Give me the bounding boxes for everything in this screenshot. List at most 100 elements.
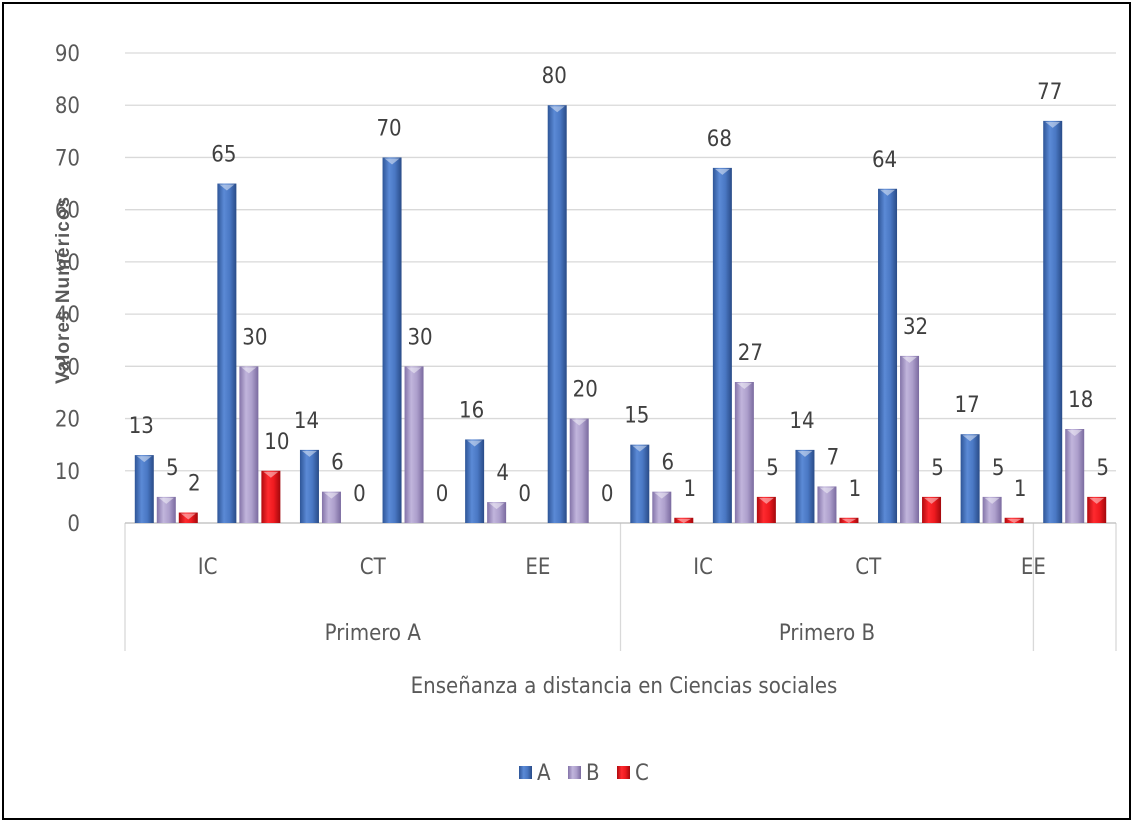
bar-cap: [1089, 497, 1105, 504]
bar-c: [261, 470, 281, 523]
bar-cap: [263, 471, 279, 478]
bar-cap: [180, 513, 196, 520]
x-axis-title: Enseñanza a distancia en Ciencias social…: [411, 674, 838, 699]
bar-cap: [158, 497, 174, 504]
data-label: 64: [872, 148, 897, 173]
data-label: 0: [353, 482, 366, 507]
bar-cap: [819, 487, 835, 494]
bar-cap: [676, 518, 692, 523]
bar-c: [674, 517, 694, 523]
data-label: 14: [294, 409, 319, 434]
data-label: 1: [849, 477, 862, 502]
bar-cap: [384, 158, 400, 165]
x-group-label: Primero A: [325, 621, 422, 646]
bar-b: [1065, 429, 1085, 523]
bar-b: [734, 382, 754, 523]
bar-a: [465, 439, 485, 523]
data-label: 10: [264, 430, 289, 455]
data-label: 5: [766, 456, 779, 481]
bar-c: [839, 517, 859, 523]
bar-a: [630, 444, 650, 523]
bar-cap: [880, 189, 896, 196]
data-label: 13: [129, 414, 154, 439]
bar-cap: [797, 450, 813, 457]
bar-c: [178, 512, 198, 523]
data-label: 68: [707, 127, 732, 152]
bar-cap: [736, 383, 752, 389]
bar-b: [404, 366, 424, 523]
bar-cap: [219, 184, 235, 191]
y-tick-label: 70: [55, 146, 80, 171]
bar-cap: [301, 450, 317, 457]
data-label: 30: [242, 325, 267, 350]
bar-a: [382, 157, 402, 523]
data-label: 16: [459, 398, 484, 423]
bar-c: [1004, 517, 1024, 523]
data-label: 1: [1014, 477, 1027, 502]
bar-cap: [984, 497, 1000, 504]
bar-a: [217, 183, 237, 524]
bar-a: [960, 434, 980, 523]
x-category-label: EE: [1021, 555, 1046, 580]
bar-b: [817, 486, 837, 523]
bar-cap: [406, 367, 422, 374]
bar-b: [239, 366, 259, 523]
bar-cap: [549, 106, 565, 113]
bar-a: [547, 105, 567, 523]
bar-cap: [489, 503, 505, 510]
data-label: 77: [1037, 80, 1062, 105]
data-label: 27: [738, 341, 763, 366]
y-tick-label: 40: [55, 303, 80, 328]
data-label: 0: [436, 482, 449, 507]
bar-cap: [632, 445, 648, 452]
bar-cap: [571, 419, 587, 426]
bar-cap: [924, 497, 940, 504]
x-category-label: EE: [525, 555, 550, 580]
y-tick-label: 0: [67, 512, 80, 537]
data-label: 65: [211, 143, 236, 168]
bar-cap: [841, 518, 857, 523]
data-label: 14: [789, 409, 814, 434]
bar-a: [712, 167, 732, 523]
legend-swatch-a: [519, 766, 532, 779]
legend-label-a: A: [537, 761, 551, 786]
bar-a: [795, 449, 815, 523]
data-label: 17: [955, 393, 980, 418]
y-tick-label: 30: [55, 355, 80, 380]
bar-b: [652, 491, 672, 523]
bar-c: [1087, 496, 1107, 523]
bar-b: [900, 355, 920, 523]
data-label: 30: [407, 325, 432, 350]
bar-b: [487, 502, 507, 523]
data-label: 20: [573, 378, 598, 403]
bar-cap: [136, 456, 152, 463]
bar-cap: [241, 367, 257, 374]
x-category-label: IC: [693, 555, 713, 580]
bar-a: [878, 188, 898, 523]
bar-b: [569, 418, 589, 523]
data-label: 7: [827, 445, 840, 470]
legend-swatch-b: [568, 766, 581, 779]
legend-swatch-c: [617, 766, 630, 779]
bar-b: [321, 491, 341, 523]
data-label: 5: [1096, 456, 1109, 481]
y-tick-label: 50: [55, 251, 80, 276]
data-label: 5: [166, 456, 179, 481]
y-axis-title: Valores Numéricos: [53, 196, 74, 384]
x-category-label: CT: [855, 555, 882, 580]
data-label: 15: [624, 404, 649, 429]
bar-cap: [962, 435, 978, 442]
bar-a: [134, 455, 154, 523]
bar-cap: [902, 356, 918, 363]
bar-c: [922, 496, 942, 523]
x-category-label: IC: [198, 555, 218, 580]
bar-a: [299, 449, 319, 523]
bar-cap: [1045, 121, 1061, 128]
legend-label-b: B: [586, 761, 600, 786]
data-label: 0: [601, 482, 614, 507]
data-label: 2: [188, 472, 201, 497]
y-tick-label: 90: [55, 42, 80, 67]
bar-b: [156, 496, 176, 523]
data-label: 5: [992, 456, 1005, 481]
y-tick-label: 10: [55, 460, 80, 485]
